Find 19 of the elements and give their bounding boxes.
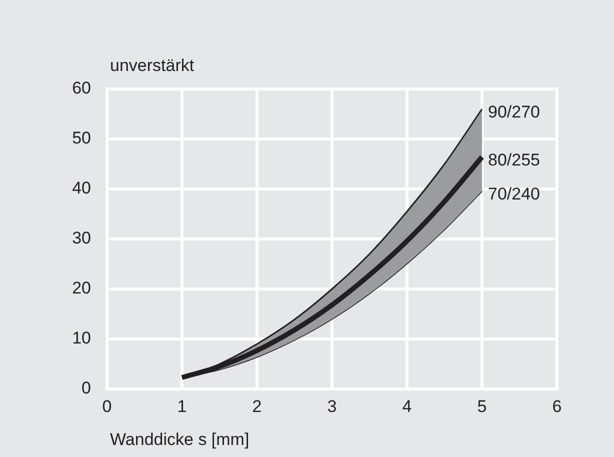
y-tick-label: 50 [72,128,91,148]
x-tick-label: 0 [102,396,112,416]
x-tick-label: 6 [552,396,562,416]
series-label: 90/270 [488,102,540,122]
x-axis-title: Wanddicke s [mm] [110,430,250,449]
x-tick-label: 1 [177,396,187,416]
y-tick-label: 40 [72,178,91,198]
x-tick-label: 4 [402,396,412,416]
y-tick-label: 0 [82,378,91,398]
y-tick-label: 10 [72,328,91,348]
series-label: 70/240 [488,184,540,204]
x-tick-label: 3 [327,396,337,416]
y-tick-label: 20 [72,278,91,298]
y-axis-title: unverstärkt [110,56,194,75]
x-tick-label: 2 [252,396,262,416]
y-tick-label: 30 [72,228,91,248]
x-tick-label: 5 [477,396,487,416]
series-label: 80/255 [488,150,540,170]
y-tick-label: 60 [72,78,91,98]
